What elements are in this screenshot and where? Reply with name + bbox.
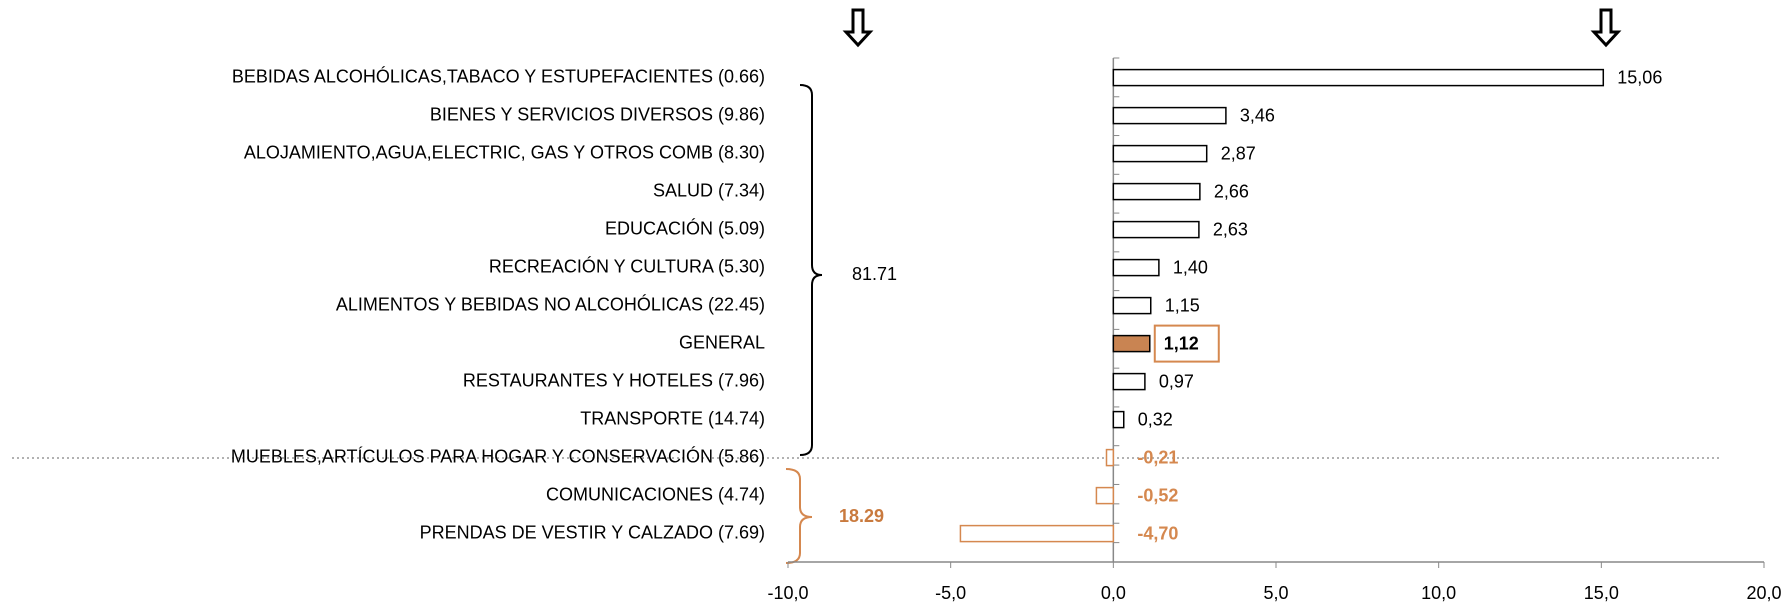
category-label: ALIMENTOS Y BEBIDAS NO ALCOHÓLICAS (22.4… <box>336 293 765 314</box>
x-tick-label: 15,0 <box>1584 583 1619 603</box>
category-label: BEBIDAS ALCOHÓLICAS,TABACO Y ESTUPEFACIE… <box>232 65 765 86</box>
bar <box>1112 68 1605 87</box>
bar <box>1112 220 1200 239</box>
value-label: 15,06 <box>1617 67 1662 87</box>
category-label: MUEBLES,ARTÍCULOS PARA HOGAR Y CONSERVAC… <box>231 445 765 466</box>
bar <box>1095 486 1115 505</box>
value-label: -4,70 <box>1137 523 1178 543</box>
category-label: RECREACIÓN Y CULTURA (5.30) <box>489 255 765 276</box>
x-tick-label: 0,0 <box>1101 583 1126 603</box>
bar <box>1112 258 1160 277</box>
category-label: RESTAURANTES Y HOTELES (7.96) <box>463 370 765 390</box>
x-tick-label: -10,0 <box>767 583 808 603</box>
bar <box>1112 296 1152 315</box>
value-label: 2,87 <box>1221 143 1256 163</box>
value-label: 2,66 <box>1214 181 1249 201</box>
bar <box>959 524 1115 543</box>
arrow <box>1590 8 1622 48</box>
x-tick-label: 10,0 <box>1421 583 1456 603</box>
value-label: 3,46 <box>1240 105 1275 125</box>
value-label: -0,21 <box>1137 447 1178 467</box>
highlight-box <box>1153 324 1220 363</box>
bar <box>1112 410 1125 429</box>
x-tick-label: -5,0 <box>935 583 966 603</box>
arrow <box>842 8 874 48</box>
bar <box>1112 334 1151 353</box>
bracket-positive <box>799 84 823 456</box>
value-label: 1,12 <box>1164 333 1199 353</box>
category-label: COMUNICACIONES (4.74) <box>546 484 765 504</box>
bar <box>1112 106 1227 125</box>
value-label: 1,40 <box>1173 257 1208 277</box>
bar <box>1112 144 1208 163</box>
value-label: -0,52 <box>1137 485 1178 505</box>
value-label: 0,32 <box>1138 409 1173 429</box>
category-label: GENERAL <box>679 332 765 352</box>
x-tick-label: 5,0 <box>1263 583 1288 603</box>
bracket-negative <box>785 468 813 564</box>
group-label: 81.71 <box>852 264 897 284</box>
category-label: ALOJAMIENTO,AGUA,ELECTRIC, GAS Y OTROS C… <box>244 142 765 162</box>
category-label: PRENDAS DE VESTIR Y CALZADO (7.69) <box>420 522 765 542</box>
bar <box>1112 182 1201 201</box>
category-label: SALUD (7.34) <box>653 180 765 200</box>
bar <box>1105 448 1115 467</box>
group-label: 18.29 <box>839 506 884 526</box>
bar <box>1112 372 1146 391</box>
x-tick-label: 20,0 <box>1746 583 1781 603</box>
value-label: 2,63 <box>1213 219 1248 239</box>
category-label: BIENES Y SERVICIOS DIVERSOS (9.86) <box>430 104 765 124</box>
category-label: EDUCACIÓN (5.09) <box>605 217 765 238</box>
category-label: TRANSPORTE (14.74) <box>580 408 765 428</box>
value-label: 0,97 <box>1159 371 1194 391</box>
value-label: 1,15 <box>1165 295 1200 315</box>
